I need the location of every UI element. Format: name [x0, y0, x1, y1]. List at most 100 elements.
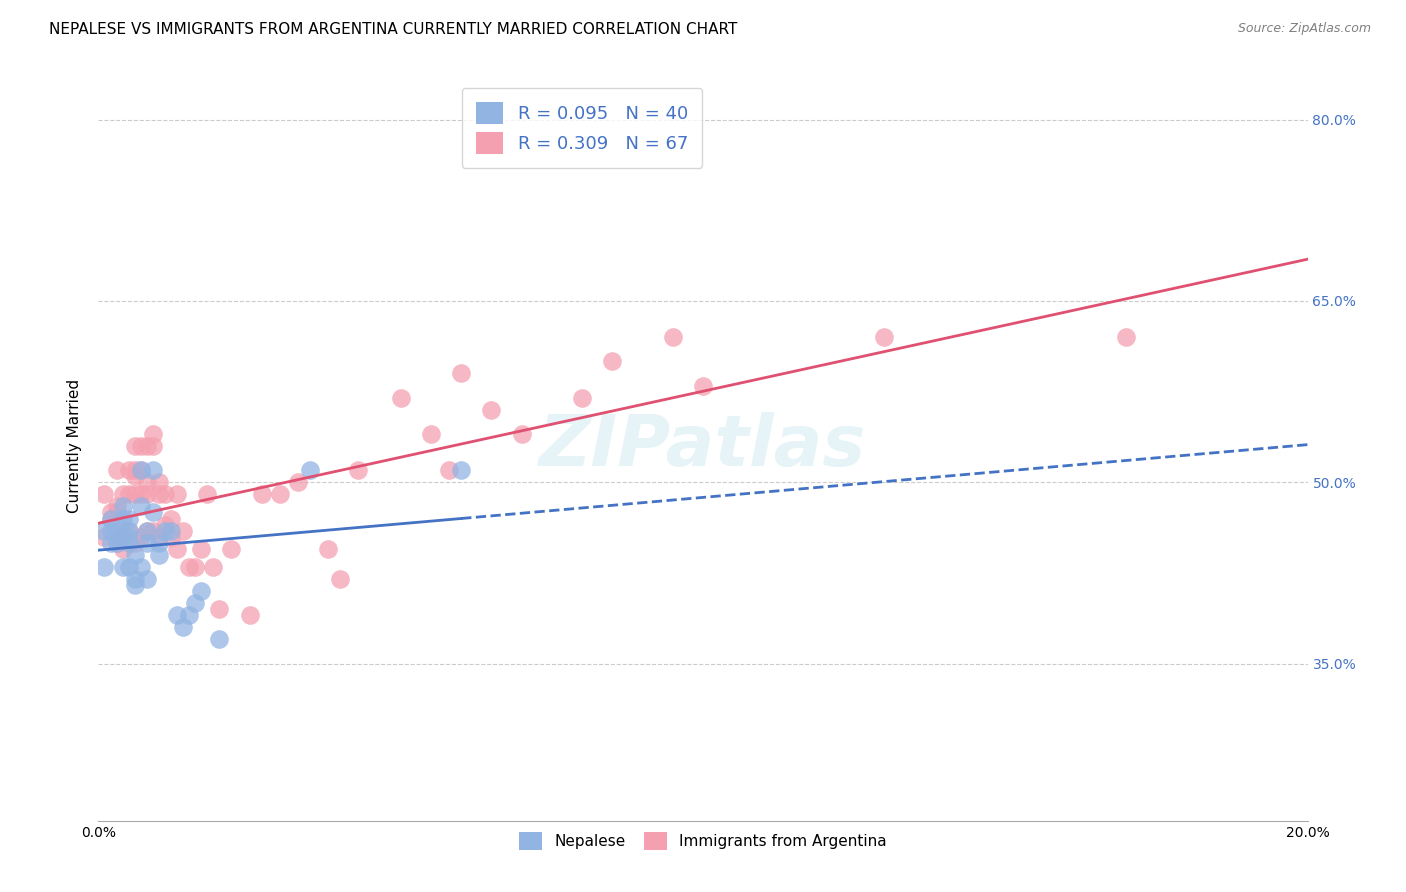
Point	[287, 475, 309, 490]
Point	[111, 530, 134, 544]
Point	[105, 535, 128, 549]
Point	[190, 541, 212, 556]
Point	[105, 524, 128, 538]
Point	[239, 608, 262, 623]
Point	[124, 548, 146, 562]
Point	[166, 541, 188, 556]
Point	[153, 487, 176, 501]
Point	[190, 584, 212, 599]
Point	[571, 391, 593, 405]
Point	[184, 559, 207, 574]
Point	[111, 500, 134, 514]
Point	[142, 426, 165, 441]
Point	[299, 463, 322, 477]
Point	[661, 330, 683, 344]
Point	[692, 378, 714, 392]
Point	[111, 511, 134, 525]
Point	[111, 559, 134, 574]
Point	[124, 463, 146, 477]
Y-axis label: Currently Married: Currently Married	[67, 379, 83, 513]
Text: NEPALESE VS IMMIGRANTS FROM ARGENTINA CURRENTLY MARRIED CORRELATION CHART: NEPALESE VS IMMIGRANTS FROM ARGENTINA CU…	[49, 22, 738, 37]
Point	[172, 524, 194, 538]
Point	[105, 506, 128, 520]
Point	[129, 559, 152, 574]
Point	[124, 487, 146, 501]
Point	[111, 530, 134, 544]
Point	[135, 524, 157, 538]
Point	[602, 354, 624, 368]
Point	[1115, 330, 1137, 344]
Point	[111, 524, 134, 538]
Point	[142, 463, 165, 477]
Point	[129, 500, 152, 514]
Point	[195, 487, 218, 501]
Point	[208, 632, 231, 647]
Point	[148, 475, 170, 490]
Point	[118, 524, 141, 538]
Point	[208, 602, 231, 616]
Point	[111, 487, 134, 501]
Point	[142, 439, 165, 453]
Point	[450, 367, 472, 381]
Point	[172, 620, 194, 634]
Point	[153, 517, 176, 532]
Point	[221, 541, 243, 556]
Point	[105, 530, 128, 544]
Point	[316, 541, 339, 556]
Point	[347, 463, 370, 477]
Point	[93, 487, 115, 501]
Point	[148, 487, 170, 501]
Legend: Nepalese, Immigrants from Argentina: Nepalese, Immigrants from Argentina	[512, 824, 894, 858]
Point	[202, 559, 225, 574]
Point	[873, 330, 896, 344]
Point	[148, 535, 170, 549]
Point	[118, 487, 141, 501]
Point	[166, 608, 188, 623]
Point	[148, 548, 170, 562]
Point	[129, 463, 152, 477]
Point	[118, 463, 141, 477]
Point	[118, 535, 141, 549]
Point	[142, 506, 165, 520]
Point	[269, 487, 291, 501]
Point	[179, 559, 201, 574]
Point	[148, 530, 170, 544]
Point	[135, 524, 157, 538]
Point	[93, 524, 115, 538]
Text: ZIPatlas: ZIPatlas	[540, 411, 866, 481]
Point	[111, 541, 134, 556]
Point	[100, 506, 122, 520]
Point	[124, 469, 146, 483]
Point	[124, 439, 146, 453]
Point	[129, 463, 152, 477]
Point	[100, 524, 122, 538]
Point	[135, 439, 157, 453]
Point	[166, 487, 188, 501]
Point	[93, 559, 115, 574]
Point	[153, 524, 176, 538]
Point	[124, 578, 146, 592]
Point	[481, 402, 503, 417]
Text: Source: ZipAtlas.com: Source: ZipAtlas.com	[1237, 22, 1371, 36]
Point	[124, 572, 146, 586]
Point	[142, 524, 165, 538]
Point	[100, 511, 122, 525]
Point	[118, 524, 141, 538]
Point	[105, 463, 128, 477]
Point	[124, 535, 146, 549]
Point	[100, 511, 122, 525]
Point	[160, 530, 183, 544]
Point	[135, 487, 157, 501]
Point	[179, 608, 201, 623]
Point	[160, 511, 183, 525]
Point	[105, 535, 128, 549]
Point	[329, 572, 352, 586]
Point	[250, 487, 273, 501]
Point	[135, 475, 157, 490]
Point	[420, 426, 443, 441]
Point	[510, 426, 533, 441]
Point	[135, 572, 157, 586]
Point	[118, 530, 141, 544]
Point	[389, 391, 412, 405]
Point	[93, 530, 115, 544]
